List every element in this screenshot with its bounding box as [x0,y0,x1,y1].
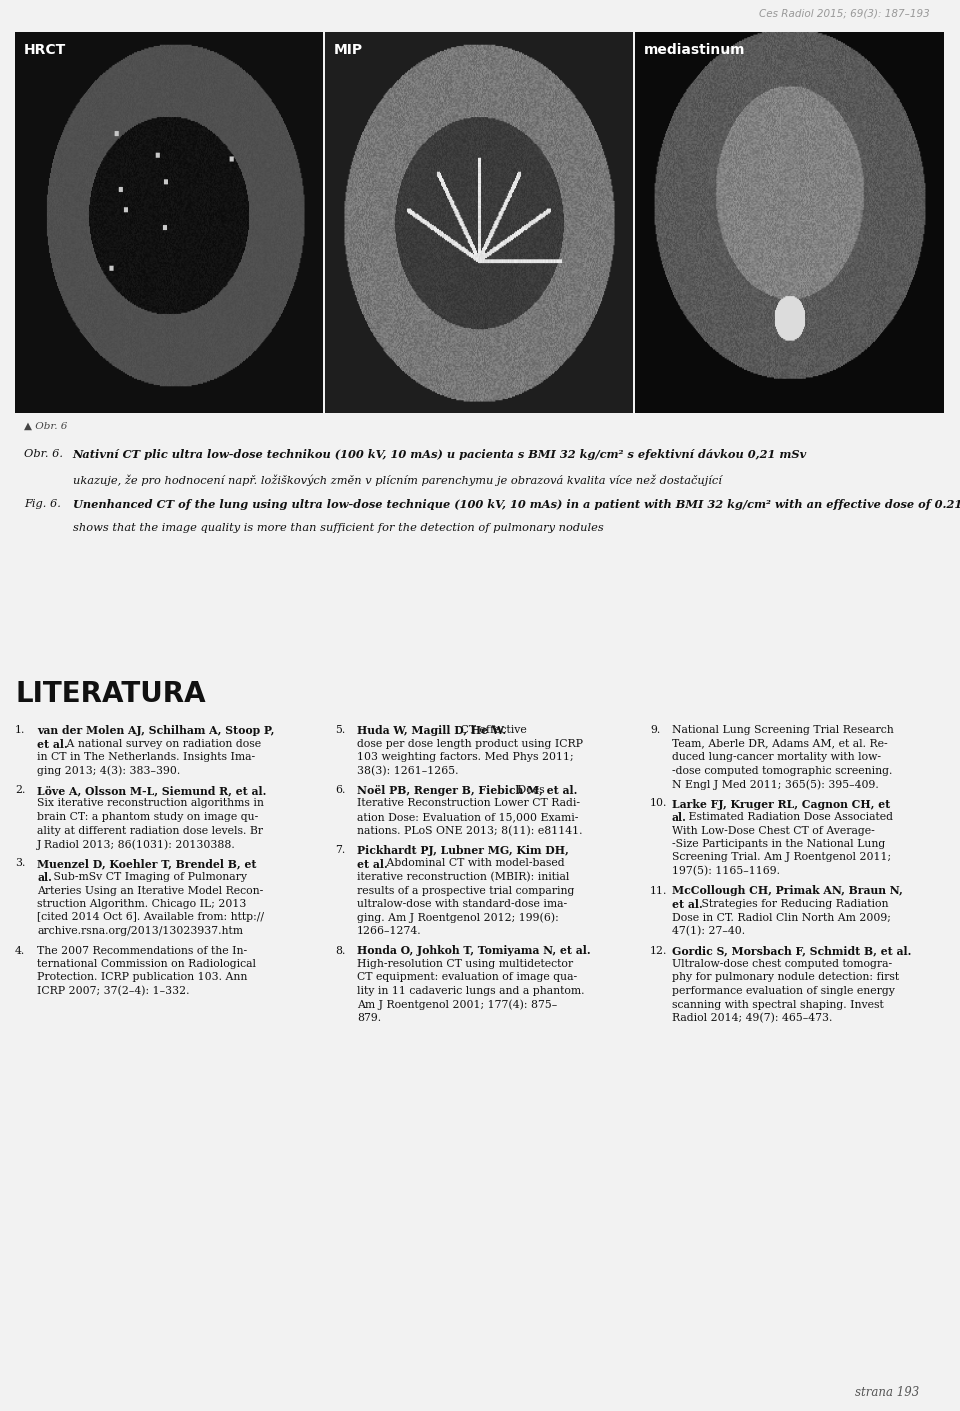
Text: Arteries Using an Iterative Model Recon-: Arteries Using an Iterative Model Recon- [37,886,263,896]
Text: CT equipment: evaluation of image qua-: CT equipment: evaluation of image qua- [357,972,577,982]
Text: A national survey on radiation dose: A national survey on radiation dose [63,738,261,748]
Text: phy for pulmonary nodule detection: first: phy for pulmonary nodule detection: firs… [672,972,900,982]
Text: Ces Radiol 2015; 69(3): 187–193: Ces Radiol 2015; 69(3): 187–193 [759,8,930,18]
Text: 1266–1274.: 1266–1274. [357,926,421,935]
Text: 6.: 6. [335,785,346,794]
Text: McCollough CH, Primak AN, Braun N,: McCollough CH, Primak AN, Braun N, [672,886,902,896]
Text: Pickhardt PJ, Lubner MG, Kim DH,: Pickhardt PJ, Lubner MG, Kim DH, [357,845,568,856]
Text: scanning with spectral shaping. Invest: scanning with spectral shaping. Invest [672,999,884,1009]
Text: shows that the image quality is more than sufficient for the detection of pulmon: shows that the image quality is more tha… [73,523,604,533]
Text: Iterative Reconstruction Lower CT Radi-: Iterative Reconstruction Lower CT Radi- [357,799,580,809]
Text: lity in 11 cadaveric lungs and a phantom.: lity in 11 cadaveric lungs and a phantom… [357,986,585,996]
Text: 879.: 879. [357,1013,381,1023]
Text: ality at different radiation dose levels. Br: ality at different radiation dose levels… [37,825,263,835]
Text: performance evaluation of single energy: performance evaluation of single energy [672,986,895,996]
Text: Obr. 6.: Obr. 6. [24,449,67,460]
Text: 5.: 5. [335,725,346,735]
Text: 3.: 3. [15,858,25,869]
Text: mediastinum: mediastinum [644,44,746,58]
Text: et al.: et al. [357,858,388,869]
Text: 4.: 4. [15,945,25,955]
Text: ICRP 2007; 37(2–4): 1–332.: ICRP 2007; 37(2–4): 1–332. [37,986,189,996]
Text: 10.: 10. [650,799,667,809]
Text: et al.: et al. [37,738,68,749]
Text: ternational Commission on Radiological: ternational Commission on Radiological [37,959,256,969]
Text: ging. Am J Roentgenol 2012; 199(6):: ging. Am J Roentgenol 2012; 199(6): [357,913,559,923]
Text: ging 2013; 4(3): 383–390.: ging 2013; 4(3): 383–390. [37,766,180,776]
Text: strana 193: strana 193 [855,1386,920,1398]
Text: 1.: 1. [15,725,25,735]
Text: Abdominal CT with model-based: Abdominal CT with model-based [383,858,564,869]
Text: Löve A, Olsson M-L, Siemund R, et al.: Löve A, Olsson M-L, Siemund R, et al. [37,785,266,796]
Text: Does: Does [514,785,544,794]
Text: Protection. ICRP publication 103. Ann: Protection. ICRP publication 103. Ann [37,972,248,982]
Text: Gordic S, Morsbach F, Schmidt B, et al.: Gordic S, Morsbach F, Schmidt B, et al. [672,945,911,957]
Text: 197(5): 1165–1169.: 197(5): 1165–1169. [672,866,780,876]
Text: dose per dose length product using ICRP: dose per dose length product using ICRP [357,738,583,748]
Text: National Lung Screening Trial Research: National Lung Screening Trial Research [672,725,894,735]
Text: 47(1): 27–40.: 47(1): 27–40. [672,926,745,937]
Text: struction Algorithm. Chicago IL; 2013: struction Algorithm. Chicago IL; 2013 [37,899,247,909]
Text: CT effective: CT effective [457,725,527,735]
Text: 12.: 12. [650,945,667,955]
Text: Dose in CT. Radiol Clin North Am 2009;: Dose in CT. Radiol Clin North Am 2009; [672,913,891,923]
Text: 2.: 2. [15,785,25,794]
Text: 8.: 8. [335,945,346,955]
Text: 38(3): 1261–1265.: 38(3): 1261–1265. [357,766,459,776]
Text: Ultralow-dose chest computed tomogra-: Ultralow-dose chest computed tomogra- [672,959,892,969]
Text: 11.: 11. [650,886,667,896]
Text: Screening Trial. Am J Roentgenol 2011;: Screening Trial. Am J Roentgenol 2011; [672,852,891,862]
Text: Am J Roentgenol 2001; 177(4): 875–: Am J Roentgenol 2001; 177(4): 875– [357,999,557,1010]
Text: Strategies for Reducing Radiation: Strategies for Reducing Radiation [698,899,889,909]
Text: iterative reconstruction (MBIR): initial: iterative reconstruction (MBIR): initial [357,872,569,882]
Text: ation Dose: Evaluation of 15,000 Exami-: ation Dose: Evaluation of 15,000 Exami- [357,811,578,823]
Text: Team, Aberle DR, Adams AM, et al. Re-: Team, Aberle DR, Adams AM, et al. Re- [672,738,888,748]
Text: Six iterative reconstruction algorithms in: Six iterative reconstruction algorithms … [37,799,264,809]
Text: brain CT: a phantom study on image qu-: brain CT: a phantom study on image qu- [37,811,258,823]
Text: 103 weighting factors. Med Phys 2011;: 103 weighting factors. Med Phys 2011; [357,752,574,762]
Text: Honda O, Johkoh T, Tomiyama N, et al.: Honda O, Johkoh T, Tomiyama N, et al. [357,945,590,957]
Text: Noël PB, Renger B, Fiebich M, et al.: Noël PB, Renger B, Fiebich M, et al. [357,785,577,796]
Text: Sub-mSv CT Imaging of Pulmonary: Sub-mSv CT Imaging of Pulmonary [50,872,247,882]
Text: Fig. 6.: Fig. 6. [24,498,64,508]
Text: al.: al. [37,872,52,883]
Text: ultralow-dose with standard-dose ima-: ultralow-dose with standard-dose ima- [357,899,567,909]
Text: Larke FJ, Kruger RL, Cagnon CH, et: Larke FJ, Kruger RL, Cagnon CH, et [672,799,890,810]
Text: et al.: et al. [672,899,703,910]
Text: van der Molen AJ, Schilham A, Stoop P,: van der Molen AJ, Schilham A, Stoop P, [37,725,275,737]
Text: al.: al. [672,811,686,823]
Text: -dose computed tomographic screening.: -dose computed tomographic screening. [672,766,893,776]
Text: Radiol 2014; 49(7): 465–473.: Radiol 2014; 49(7): 465–473. [672,1013,832,1023]
Text: nations. PLoS ONE 2013; 8(11): e81141.: nations. PLoS ONE 2013; 8(11): e81141. [357,825,583,835]
Text: LITERATURA: LITERATURA [15,680,205,708]
Text: MIP: MIP [334,44,364,58]
Text: Nativní CT plic ultra low-dose technikou (100 kV, 10 mAs) u pacienta s BMI 32 kg: Nativní CT plic ultra low-dose technikou… [73,449,807,460]
Text: Unenhanced CT of the lung using ultra low-dose technique (100 kV, 10 mAs) in a p: Unenhanced CT of the lung using ultra lo… [73,498,960,509]
Text: results of a prospective trial comparing: results of a prospective trial comparing [357,886,574,896]
Text: Huda W, Magill D, He W.: Huda W, Magill D, He W. [357,725,506,737]
Text: Muenzel D, Koehler T, Brendel B, et: Muenzel D, Koehler T, Brendel B, et [37,858,256,869]
Text: ▲ Obr. 6: ▲ Obr. 6 [24,422,67,430]
Text: The 2007 Recommendations of the In-: The 2007 Recommendations of the In- [37,945,247,955]
Text: archive.rsna.org/2013/13023937.htm: archive.rsna.org/2013/13023937.htm [37,926,243,935]
Text: in CT in The Netherlands. Insights Ima-: in CT in The Netherlands. Insights Ima- [37,752,255,762]
Text: High-resolution CT using multidetector: High-resolution CT using multidetector [357,959,573,969]
Text: duced lung-cancer mortality with low-: duced lung-cancer mortality with low- [672,752,881,762]
Text: With Low-Dose Chest CT of Average-: With Low-Dose Chest CT of Average- [672,825,875,835]
Text: 7.: 7. [335,845,346,855]
Text: 9.: 9. [650,725,660,735]
Text: Estimated Radiation Dose Associated: Estimated Radiation Dose Associated [685,811,893,823]
Text: -Size Participants in the National Lung: -Size Participants in the National Lung [672,840,885,849]
Text: J Radiol 2013; 86(1031): 20130388.: J Radiol 2013; 86(1031): 20130388. [37,840,236,849]
Text: [cited 2014 Oct 6]. Available from: http://: [cited 2014 Oct 6]. Available from: http… [37,913,264,923]
Text: HRCT: HRCT [24,44,66,58]
Text: N Engl J Med 2011; 365(5): 395–409.: N Engl J Med 2011; 365(5): 395–409. [672,779,878,790]
Text: ukazuje, že pro hodnocení např. ložiškových změn v plícním parenchymu je obrazov: ukazuje, že pro hodnocení např. ložiškov… [73,474,722,485]
